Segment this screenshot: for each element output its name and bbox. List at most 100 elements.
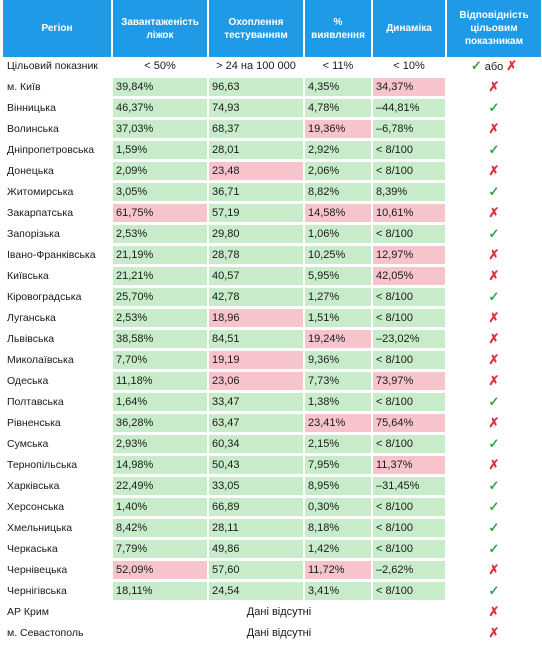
beds-cell: 36,28% — [113, 414, 207, 435]
testing-cell: 36,71 — [209, 183, 303, 204]
compliance-cell: ✓ — [447, 435, 541, 456]
check-icon: ✓ — [488, 100, 500, 115]
table-row: Закарпатська 61,75% 57,19 14,58% 10,61% ✗ — [3, 204, 541, 225]
target-compliance: ✓ або ✗ — [447, 57, 541, 78]
compliance-cell: ✗ — [447, 120, 541, 141]
cross-icon: ✗ — [488, 331, 500, 346]
beds-cell: 52,09% — [113, 561, 207, 582]
dynamics-cell: < 8/100 — [373, 288, 445, 309]
region-name: Тернопільська — [3, 456, 111, 477]
compliance-cell: ✓ — [447, 540, 541, 561]
detection-cell: 4,78% — [305, 99, 371, 120]
table-row: Запорізька 2,53% 29,80 1,06% < 8/100 ✓ — [3, 225, 541, 246]
testing-cell: 28,11 — [209, 519, 303, 540]
testing-cell: 28,78 — [209, 246, 303, 267]
beds-cell: 1,59% — [113, 141, 207, 162]
beds-cell: 1,40% — [113, 498, 207, 519]
dynamics-cell: < 8/100 — [373, 162, 445, 183]
region-name: Запорізька — [3, 225, 111, 246]
table-row: Черкаська 7,79% 49,86 1,42% < 8/100 ✓ — [3, 540, 541, 561]
region-name: Одеська — [3, 372, 111, 393]
beds-cell: 2,93% — [113, 435, 207, 456]
table-row: Херсонська 1,40% 66,89 0,30% < 8/100 ✓ — [3, 498, 541, 519]
testing-cell: 33,05 — [209, 477, 303, 498]
cross-icon: ✗ — [488, 457, 500, 472]
region-name: АР Крим — [3, 603, 111, 624]
check-icon: ✓ — [488, 142, 500, 157]
detection-cell: 5,95% — [305, 267, 371, 288]
compliance-cell: ✗ — [447, 456, 541, 477]
beds-cell: 39,84% — [113, 78, 207, 99]
table-row: Полтавська 1,64% 33,47 1,38% < 8/100 ✓ — [3, 393, 541, 414]
dynamics-cell: 11,37% — [373, 456, 445, 477]
detection-cell: 23,41% — [305, 414, 371, 435]
table-row: Сумська 2,93% 60,34 2,15% < 8/100 ✓ — [3, 435, 541, 456]
table-row: Рівненська 36,28% 63,47 23,41% 75,64% ✗ — [3, 414, 541, 435]
cross-icon: ✗ — [506, 58, 518, 73]
beds-cell: 2,09% — [113, 162, 207, 183]
testing-cell: 49,86 — [209, 540, 303, 561]
beds-cell: 37,03% — [113, 120, 207, 141]
dynamics-cell: < 8/100 — [373, 393, 445, 414]
dynamics-cell: –6,78% — [373, 120, 445, 141]
region-name: Закарпатська — [3, 204, 111, 225]
detection-cell: 8,18% — [305, 519, 371, 540]
testing-cell: 60,34 — [209, 435, 303, 456]
table-body: Цільовий показник < 50% > 24 на 100 000 … — [3, 57, 541, 645]
cross-icon: ✗ — [488, 247, 500, 262]
dynamics-cell: 8,39% — [373, 183, 445, 204]
table-row: Чернівецька 52,09% 57,60 11,72% –2,62% ✗ — [3, 561, 541, 582]
region-name: Київська — [3, 267, 111, 288]
region-name: Житомирська — [3, 183, 111, 204]
dynamics-cell: < 8/100 — [373, 540, 445, 561]
testing-cell: 28,01 — [209, 141, 303, 162]
testing-cell: 23,06 — [209, 372, 303, 393]
region-name: м. Київ — [3, 78, 111, 99]
region-name: Кіровоградська — [3, 288, 111, 309]
compliance-cell: ✗ — [447, 162, 541, 183]
dynamics-cell: 10,61% — [373, 204, 445, 225]
no-data-note: Дані відсутні — [113, 603, 445, 624]
detection-cell: 11,72% — [305, 561, 371, 582]
dynamics-cell: 73,97% — [373, 372, 445, 393]
region-name: Чернівецька — [3, 561, 111, 582]
compliance-cell: ✓ — [447, 477, 541, 498]
target-dynamics: < 10% — [373, 57, 445, 78]
table-row: Чернігівська 18,11% 24,54 3,41% < 8/100 ✓ — [3, 582, 541, 603]
region-name: Волинська — [3, 120, 111, 141]
compliance-cell: ✗ — [447, 330, 541, 351]
testing-cell: 63,47 — [209, 414, 303, 435]
detection-cell: 1,27% — [305, 288, 371, 309]
testing-cell: 50,43 — [209, 456, 303, 477]
detection-cell: 4,35% — [305, 78, 371, 99]
testing-cell: 42,78 — [209, 288, 303, 309]
table-row: Львівська 38,58% 84,51 19,24% –23,02% ✗ — [3, 330, 541, 351]
region-name: Львівська — [3, 330, 111, 351]
cross-icon: ✗ — [488, 625, 500, 640]
beds-cell: 1,64% — [113, 393, 207, 414]
compliance-cell: ✗ — [447, 309, 541, 330]
detection-cell: 2,92% — [305, 141, 371, 162]
table-row: Волинська 37,03% 68,37 19,36% –6,78% ✗ — [3, 120, 541, 141]
detection-cell: 1,51% — [305, 309, 371, 330]
beds-cell: 18,11% — [113, 582, 207, 603]
region-name: Донецька — [3, 162, 111, 183]
testing-cell: 96,63 — [209, 78, 303, 99]
check-icon: ✓ — [470, 58, 482, 73]
table-row: Кіровоградська 25,70% 42,78 1,27% < 8/100 ✓ — [3, 288, 541, 309]
table-row: Івано-Франківська 21,19% 28,78 10,25% 12,97%… — [3, 246, 541, 267]
detection-cell: 9,36% — [305, 351, 371, 372]
dynamics-cell: –44,81% — [373, 99, 445, 120]
dynamics-cell: < 8/100 — [373, 309, 445, 330]
beds-cell: 7,70% — [113, 351, 207, 372]
beds-cell: 21,21% — [113, 267, 207, 288]
detection-cell: 2,06% — [305, 162, 371, 183]
detection-cell: 8,82% — [305, 183, 371, 204]
check-icon: ✓ — [488, 499, 500, 514]
table-row: Хмельницька 8,42% 28,11 8,18% < 8/100 ✓ — [3, 519, 541, 540]
check-icon: ✓ — [488, 226, 500, 241]
table-row: Луганська 2,53% 18,96 1,51% < 8/100 ✗ — [3, 309, 541, 330]
beds-cell: 3,05% — [113, 183, 207, 204]
region-name: Івано-Франківська — [3, 246, 111, 267]
dynamics-cell: 75,64% — [373, 414, 445, 435]
